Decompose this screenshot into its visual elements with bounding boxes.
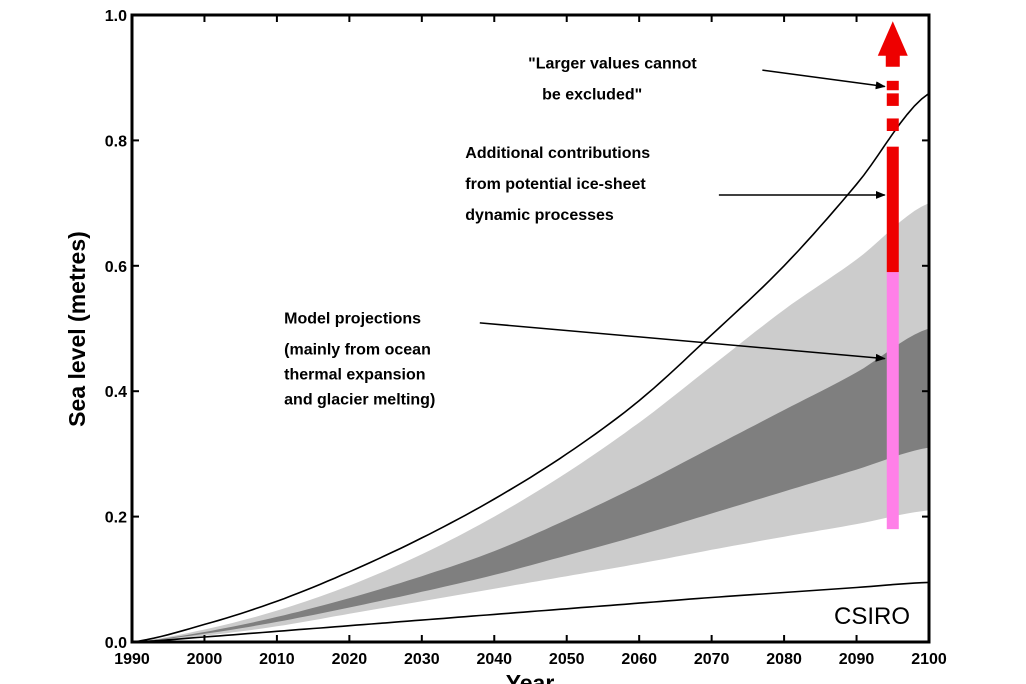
axis-ticks: 1990 2000 2010 2020 2030 2040 2050 2060 2070 2080… [105,8,947,668]
y-tick-label: 0.4 [105,384,127,401]
plot-frame [130,13,931,644]
x-tick-label: 2090 [839,651,875,668]
annotation-model-projections: Model projections (mainly from ocean therm… [284,310,435,408]
x-tick-label: 2050 [549,651,585,668]
annotation-arrow [479,322,886,362]
x-tick-label: 2020 [332,651,368,668]
x-tick-label: 2070 [694,651,730,668]
x-tick-label: 2000 [187,651,223,668]
dashed-bar-segment [886,118,899,131]
bounding-curves [131,92,930,643]
x-tick-label: 2040 [476,651,512,668]
annotations: "Larger values cannot be excluded" Additio… [284,55,886,408]
x-tick-label: 1990 [114,651,150,668]
y-tick-label: 0.8 [105,133,127,150]
ice-sheet-bar [886,146,899,273]
uncertainty-bar [877,21,908,530]
bar-arrow-stem [885,54,900,67]
bar-arrow-head [877,21,908,56]
x-tick-label: 2060 [621,651,657,668]
dashed-bar-segment [886,93,899,106]
y-tick-label: 0.2 [105,510,127,527]
x-tick-label: 2080 [766,651,802,668]
y-axis-label: Sea level (metres) [64,231,90,427]
dashed-bar-segment [886,80,899,91]
y-tick-label: 0.0 [105,635,127,652]
y-tick-label: 0.6 [105,259,127,276]
annotation-ice-sheet: Additional contributions from potential i… [465,145,650,224]
x-tick-label: 2010 [259,651,295,668]
x-tick-label: 2100 [911,651,947,668]
curve-lower-line [131,581,930,643]
y-tick-label: 1.0 [105,8,127,25]
annotation-arrow [762,69,886,90]
band-light [132,203,929,642]
model-projection-bar [886,272,899,530]
annotation-larger-values: "Larger values cannot be excluded" [528,55,697,103]
curve-upper-curve [131,92,930,643]
x-axis-label: Year [506,670,555,684]
band-dark [132,328,929,642]
x-tick-label: 2030 [404,651,440,668]
projection-bands [132,203,929,642]
credit-label: CSIRO [834,603,910,630]
